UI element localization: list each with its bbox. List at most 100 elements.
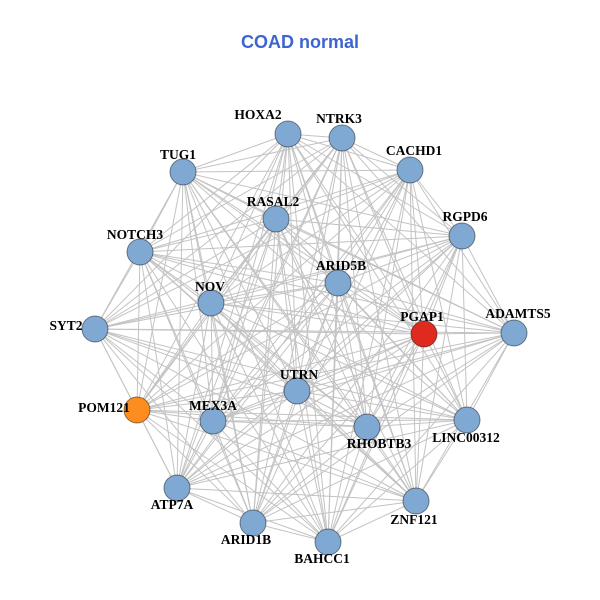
graph-edge [182,171,277,220]
graph-edge [182,169,411,173]
graph-edge [94,137,343,330]
graph-edge [252,333,425,524]
node-label-RASAL2: RASAL2 [247,194,300,209]
graph-edge [415,333,425,502]
graph-edge [94,328,425,335]
graph-edge [136,251,141,411]
graph-edge [337,137,343,284]
edges-layer [94,133,515,543]
node-label-MEX3A: MEX3A [189,398,237,413]
graph-edge [337,282,425,335]
graph-node-PGAP1 [410,320,438,348]
graph-edge [182,171,212,304]
graph-edge [176,487,254,524]
graph-edge [287,133,411,171]
graph-edge [275,133,289,220]
graph-edge [287,133,339,284]
graph-edge [275,218,425,335]
node-label-NOTCH3: NOTCH3 [107,227,164,242]
graph-edge [327,500,417,543]
graph-edge [212,420,329,543]
graph-node-POM121 [123,396,151,424]
graph-edge [136,332,515,411]
graph-edge [212,420,368,428]
graph-edge [212,332,515,422]
labels-layer: HOXA2 NTRK3 CACHD1 RGPD6 ADAMTS5 LINC00312 ZNF… [49,107,550,566]
node-label-ARID1B: ARID1B [221,532,271,547]
graph-edge [136,282,339,411]
graph-edge [176,302,212,489]
graph-edge [182,171,298,392]
node-label-ZNF121: ZNF121 [390,512,438,527]
graph-edge [139,137,343,253]
graph-edge [212,169,411,422]
graph-edge [252,133,289,524]
graph-edge [94,328,329,543]
graph-edge [139,251,425,335]
graph-node-ADAMTS5 [500,319,528,347]
graph-edge [182,171,368,428]
graph-node-LINC00312 [453,406,481,434]
graph-edge [212,333,425,422]
graph-edge [275,218,417,502]
graph-edge [94,218,277,330]
graph-edge [296,390,368,428]
graph-edge [275,218,368,428]
graph-edge [94,133,289,330]
graph-edge [136,169,411,411]
graph-edge [139,251,368,428]
graph-edge [341,137,368,428]
graph-edge [182,171,339,284]
graph-edge [210,302,515,334]
graph-node-ARID1B [239,509,267,537]
graph-edge [94,328,298,392]
graph-edge [176,333,425,489]
graph-edge [366,333,425,428]
graph-edge [210,218,277,304]
graph-edge [327,332,515,543]
graph-edge [182,171,463,237]
graph-node-ATP7A [163,474,191,502]
graph-node-NTRK3 [328,124,356,152]
graph-edge [252,332,515,524]
node-label-SYT2: SYT2 [49,318,82,333]
graph-node-HOXA2 [274,120,302,148]
graph-edge [212,218,277,422]
graph-edge [136,133,289,411]
graph-edge [327,333,425,543]
graph-edge [136,171,184,411]
graph-edge [212,282,339,422]
node-label-NOV: NOV [195,279,225,294]
graph-node-BAHCC1 [314,528,342,556]
graph-edge [136,409,368,428]
graph-edge [176,426,368,489]
graph-edge [461,235,515,334]
graph-edge [409,169,468,421]
graph-edge [210,302,468,421]
node-label-RGPD6: RGPD6 [443,209,488,224]
graph-edge [136,333,425,411]
node-label-RHOBTB3: RHOBTB3 [347,436,412,451]
graph-edge [210,302,298,392]
graph-edge [337,235,463,284]
graph-edge [287,133,515,334]
graph-edge [337,282,468,421]
node-label-PGAP1: PGAP1 [400,309,444,324]
graph-edge [139,251,329,543]
nodes-layer [81,120,528,556]
graph-edge [210,302,214,422]
graph-edge [409,169,463,237]
node-label-BAHCC1: BAHCC1 [294,551,350,566]
node-label-CACHD1: CACHD1 [386,143,442,158]
node-label-UTRN: UTRN [280,367,319,382]
graph-edge [139,251,214,422]
graph-edge [337,282,368,428]
graph-edge [275,218,298,392]
graph-edge [466,332,515,421]
graph-edge [210,302,368,428]
graph-edge [139,235,463,253]
graph-edge [423,333,468,421]
graph-edge [182,171,417,502]
